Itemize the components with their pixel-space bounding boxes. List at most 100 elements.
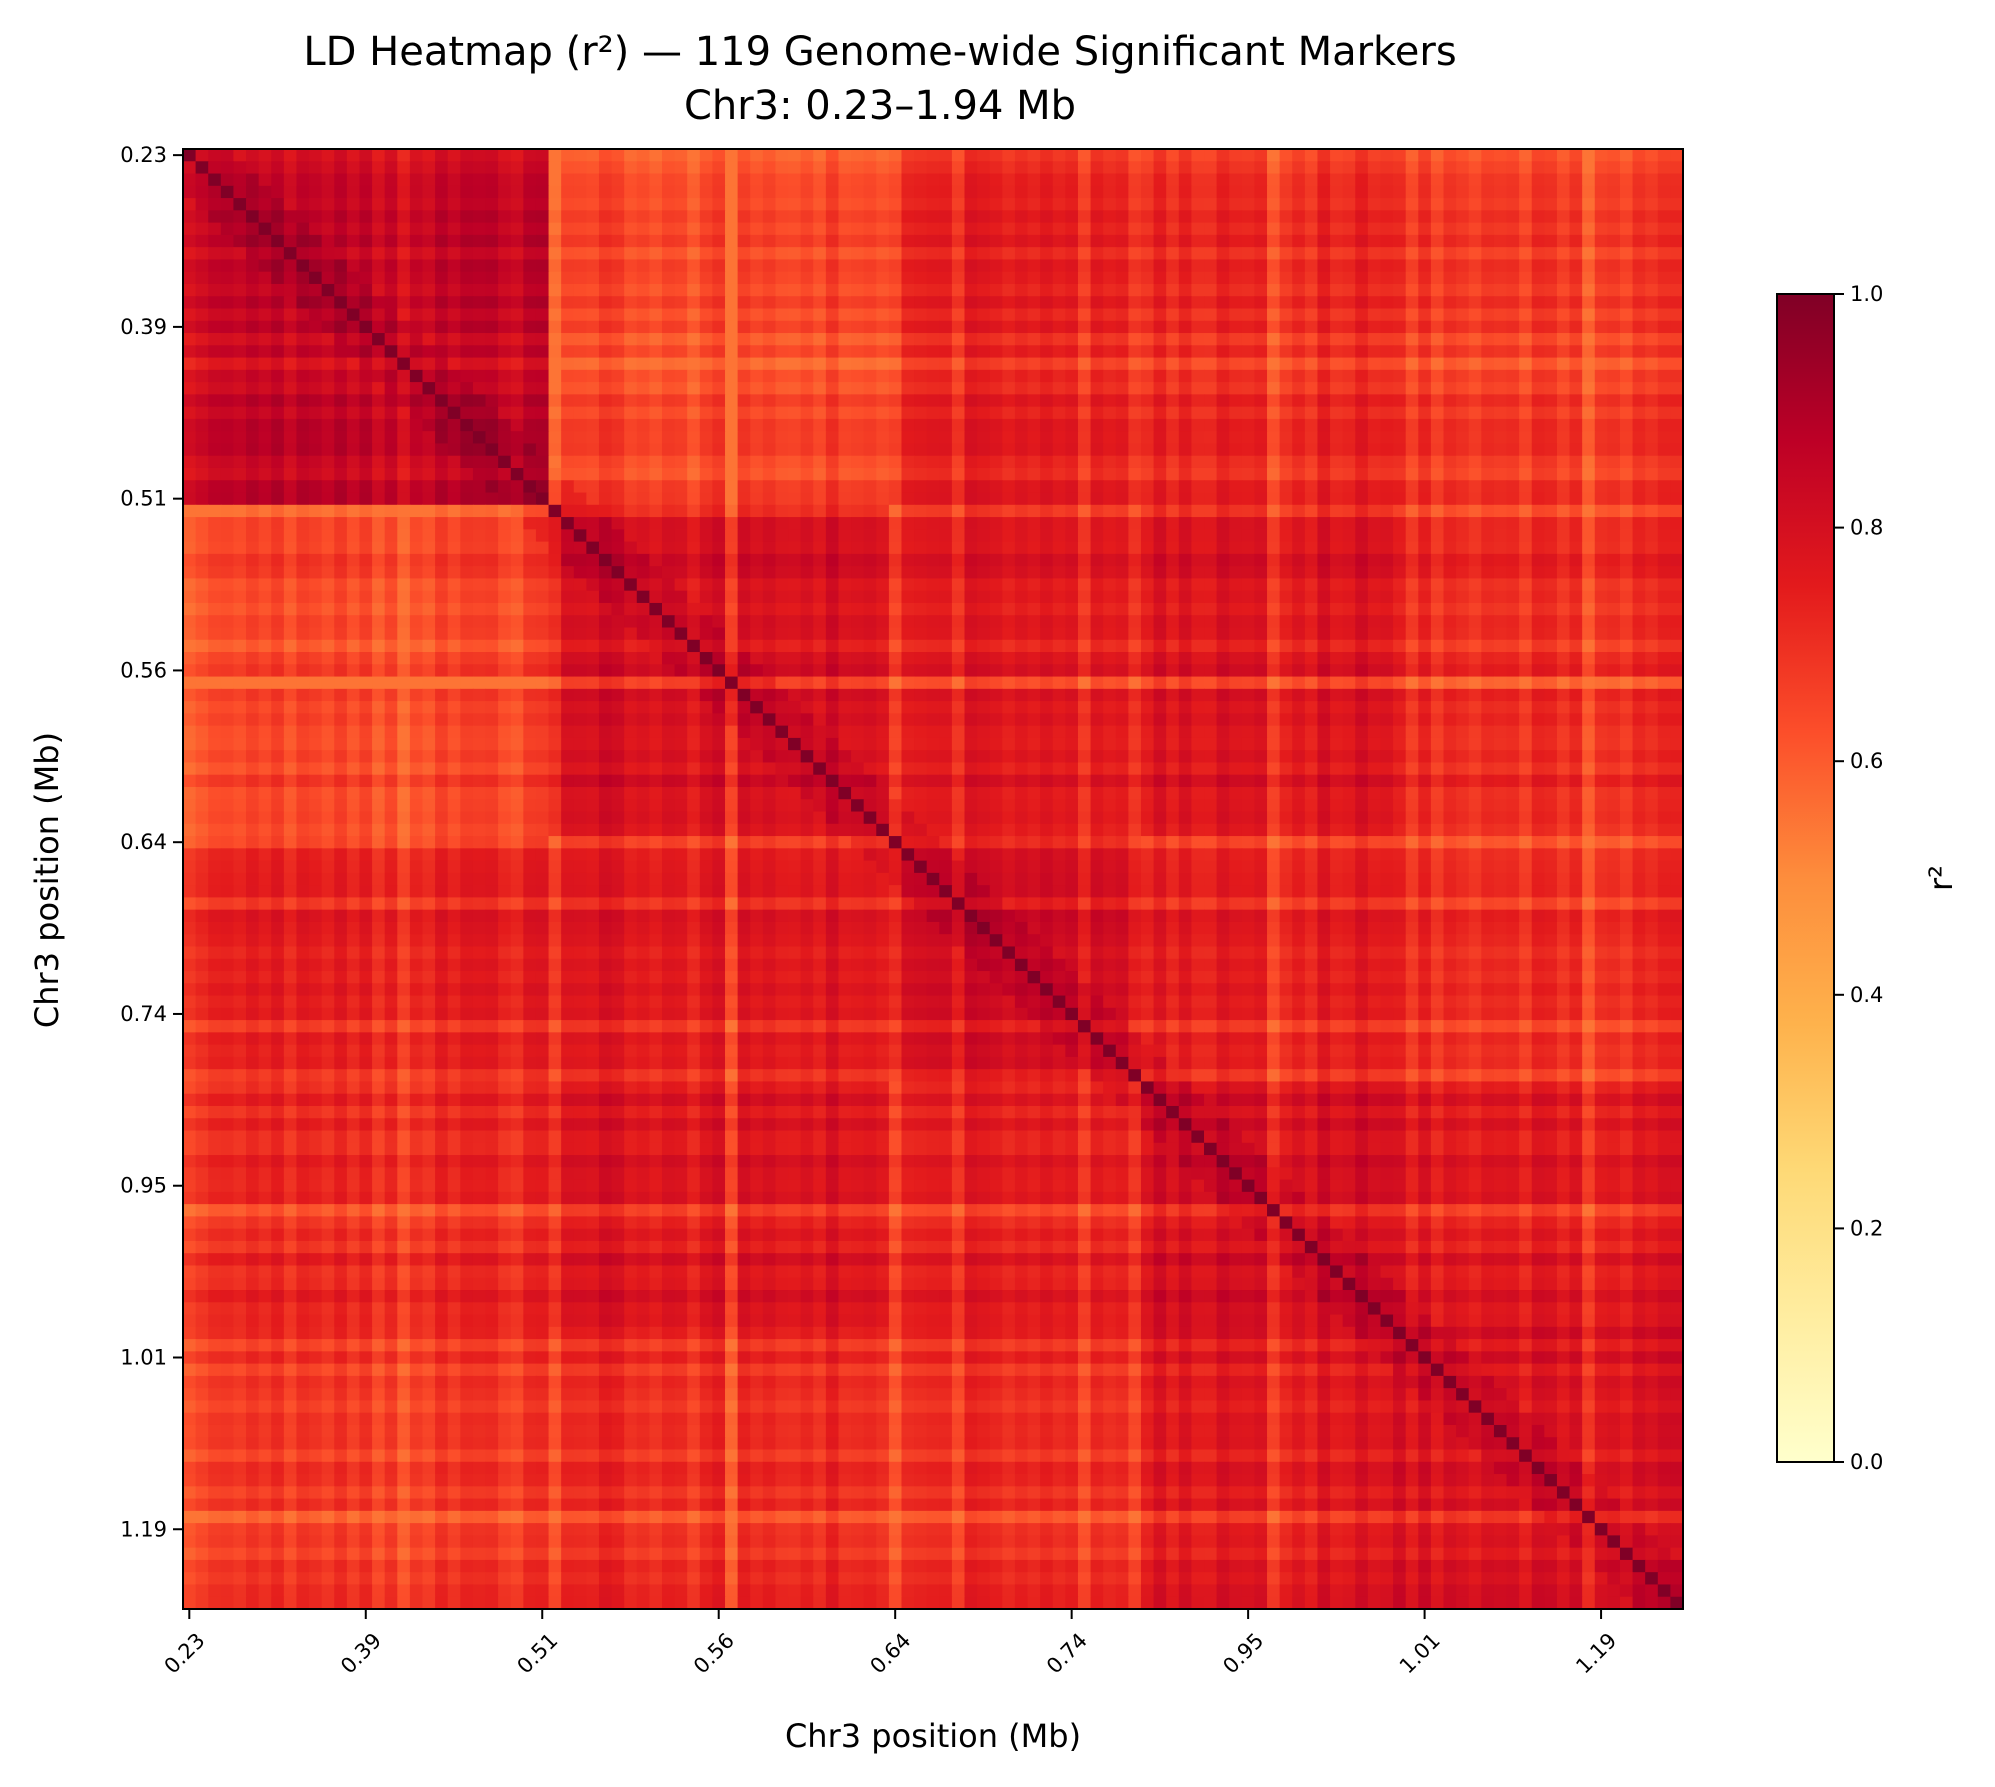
heatmap-cell <box>1040 198 1054 211</box>
heatmap-cell <box>1254 394 1268 408</box>
heatmap-cell <box>1128 431 1142 445</box>
heatmap-cell <box>863 553 877 567</box>
heatmap-cell <box>485 271 499 285</box>
heatmap-cell <box>851 210 865 224</box>
heatmap-cell <box>636 418 650 432</box>
heatmap-cell <box>498 259 512 273</box>
heatmap-cell <box>1443 320 1457 334</box>
heatmap-cell <box>1355 259 1369 273</box>
heatmap-cell <box>737 357 751 371</box>
heatmap-cell <box>233 210 247 224</box>
heatmap-cell <box>409 627 424 641</box>
heatmap-cell <box>422 234 436 248</box>
heatmap-cell <box>1556 406 1571 420</box>
heatmap-cell <box>460 271 474 285</box>
heatmap-cell <box>750 308 764 322</box>
heatmap-cell <box>1645 185 1659 199</box>
heatmap-cell <box>926 210 940 224</box>
heatmap-cell <box>926 198 940 211</box>
heatmap-cell <box>1292 529 1306 543</box>
heatmap-cell <box>422 652 436 665</box>
heatmap-cell <box>1519 590 1533 604</box>
heatmap-cell <box>1191 492 1205 506</box>
heatmap-cell <box>1456 652 1470 665</box>
heatmap-cell <box>1204 652 1218 665</box>
heatmap-cell <box>321 627 335 641</box>
heatmap-cell <box>674 333 688 346</box>
heatmap-cell <box>939 406 953 420</box>
heatmap-cell <box>296 602 310 616</box>
heatmap-cell <box>1493 553 1508 567</box>
heatmap-cell <box>813 418 827 432</box>
heatmap-cell <box>1002 602 1016 616</box>
heatmap-cell <box>372 271 386 285</box>
heatmap-cell <box>1153 504 1167 518</box>
heatmap-cell <box>1468 210 1482 224</box>
heatmap-cell <box>611 455 625 469</box>
heatmap-cell <box>1052 333 1066 346</box>
heatmap-cell <box>1330 382 1344 395</box>
heatmap-cell <box>825 271 840 285</box>
heatmap-cell <box>1418 504 1432 518</box>
heatmap-cell <box>598 382 613 395</box>
heatmap-cell <box>1279 517 1293 530</box>
heatmap-cell <box>1330 602 1344 616</box>
heatmap-cell <box>1418 149 1432 162</box>
heatmap-cell <box>636 590 650 604</box>
heatmap-cell <box>888 431 903 445</box>
heatmap-cell <box>1506 566 1520 580</box>
heatmap-cell <box>813 431 827 445</box>
heatmap-cell <box>1090 247 1104 261</box>
heatmap-cell <box>372 492 386 506</box>
heatmap-cell <box>1519 467 1533 481</box>
heatmap-cell <box>321 492 335 506</box>
heatmap-cell <box>825 443 840 457</box>
heatmap-cell <box>283 185 298 199</box>
heatmap-cell <box>750 480 764 494</box>
heatmap-cell <box>1405 406 1419 420</box>
heatmap-cell <box>636 602 650 616</box>
heatmap-cell <box>901 443 915 457</box>
heatmap-cell <box>851 259 865 273</box>
heatmap-cell <box>472 492 487 506</box>
heatmap-cell <box>1607 308 1621 322</box>
heatmap-cell <box>788 320 802 334</box>
heatmap-cell <box>699 271 714 285</box>
heatmap-cell <box>208 590 222 604</box>
heatmap-cell <box>1468 418 1482 432</box>
heatmap-cell <box>1355 431 1369 445</box>
heatmap-cell <box>1279 639 1293 653</box>
heatmap-cell <box>926 271 940 285</box>
heatmap-cell <box>775 247 789 261</box>
heatmap-cell <box>624 578 638 592</box>
heatmap-cell <box>699 504 714 518</box>
heatmap-cell <box>283 333 298 346</box>
heatmap-cell <box>535 406 550 420</box>
heatmap-cell <box>573 553 587 567</box>
heatmap-cell <box>611 529 625 543</box>
heatmap-cell <box>951 480 966 494</box>
heatmap-cell <box>1204 443 1218 457</box>
heatmap-cell <box>183 517 197 530</box>
heatmap-cell <box>1594 615 1608 629</box>
heatmap-cell <box>346 308 361 322</box>
heatmap-cell <box>1317 259 1331 273</box>
heatmap-cell <box>1077 382 1092 395</box>
heatmap-cell <box>1229 357 1243 371</box>
heatmap-cell <box>359 627 373 641</box>
heatmap-cell <box>1153 418 1167 432</box>
heatmap-cell <box>283 418 298 432</box>
heatmap-cell <box>725 222 739 236</box>
heatmap-cell <box>762 369 777 383</box>
heatmap-cell <box>1241 418 1256 432</box>
heatmap-cell <box>699 369 714 383</box>
heatmap-cell <box>813 480 827 494</box>
heatmap-cell <box>1443 173 1457 187</box>
heatmap-cell <box>1191 467 1205 481</box>
heatmap-cell <box>1367 161 1382 175</box>
heatmap-cell <box>1342 627 1356 641</box>
heatmap-cell <box>1128 615 1142 629</box>
heatmap-cell <box>384 590 398 604</box>
heatmap-cell <box>914 247 928 261</box>
heatmap-cell <box>334 553 348 567</box>
